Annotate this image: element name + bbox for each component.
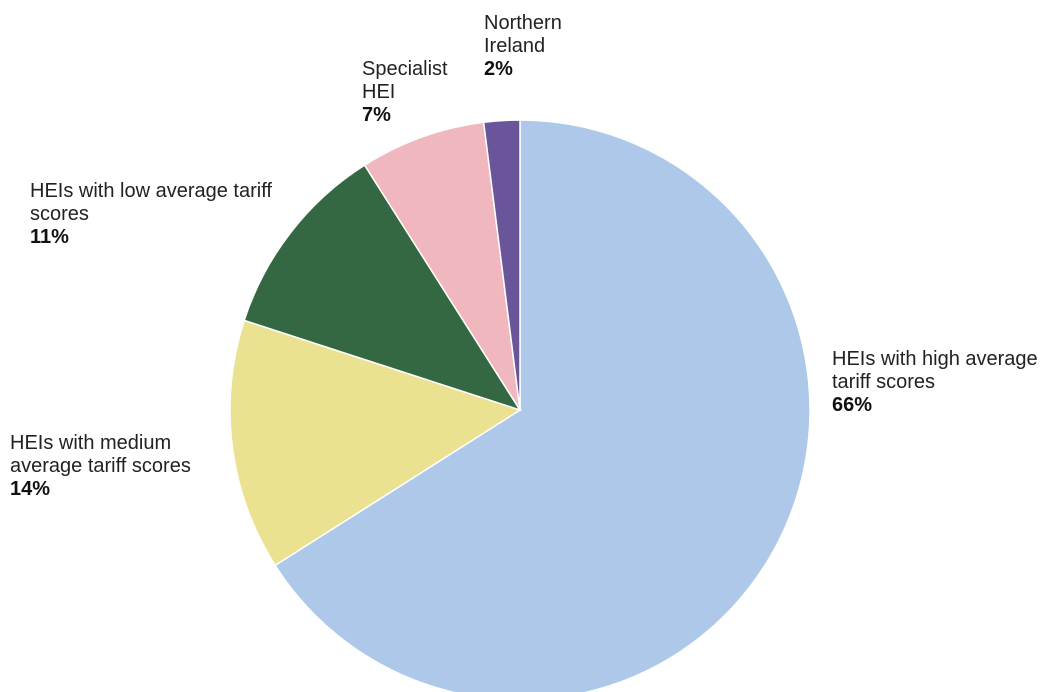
category-label: HEIs with high average tariff scores — [832, 348, 1038, 393]
value-label: 14% — [10, 478, 51, 500]
slice-label: Northern Ireland 2% — [484, 12, 594, 81]
pie-slice — [243, 164, 522, 412]
slice-label: HEIs with high average tariff scores 66% — [832, 348, 1056, 417]
pie-slice — [363, 121, 521, 411]
slice-label: Specialist HEI 7% — [362, 58, 462, 127]
value-label: 11% — [30, 226, 69, 248]
category-label: Specialist HEI — [362, 58, 448, 103]
slice-label: HEIs with low average tariff scores 11% — [30, 180, 280, 249]
pie-slice — [274, 119, 811, 692]
category-label: HEIs with medium average tariff scores — [10, 432, 191, 477]
category-label: Northern Ireland — [484, 12, 562, 57]
category-label: HEIs with low average tariff scores — [30, 180, 272, 225]
slice-label: HEIs with medium average tariff scores 14… — [10, 432, 240, 501]
value-label: 7% — [362, 104, 391, 126]
value-label: 66% — [832, 394, 873, 416]
pie-slice — [482, 119, 521, 411]
pie-slice — [229, 319, 522, 567]
value-label: 2% — [484, 58, 513, 80]
